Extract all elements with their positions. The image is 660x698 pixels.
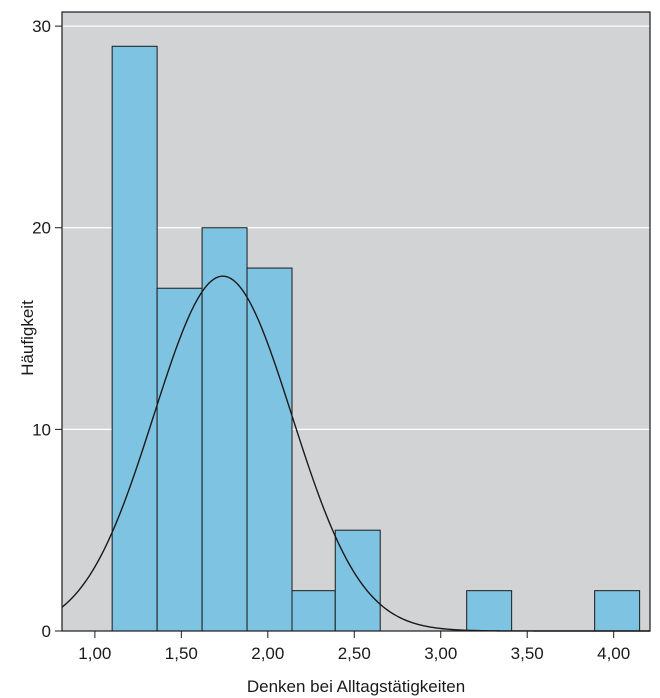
x-tick-label: 1,50	[165, 644, 198, 663]
x-tick-label: 2,50	[338, 644, 371, 663]
histogram-bar	[291, 590, 336, 632]
x-tick-label: 2,00	[251, 644, 284, 663]
y-tick-label: 30	[32, 17, 51, 36]
x-tick-label: 4,00	[597, 644, 630, 663]
x-tick-label: 3,50	[511, 644, 544, 663]
y-tick-label: 10	[32, 420, 51, 439]
y-tick-label: 0	[42, 622, 51, 641]
x-tick-label: 3,00	[424, 644, 457, 663]
histogram-bars	[111, 45, 641, 632]
y-axis-ticks: 0 10 20 30	[32, 17, 62, 641]
histogram-bar	[334, 529, 381, 632]
histogram-bar	[246, 267, 293, 632]
x-tick-label: 1,00	[78, 644, 111, 663]
x-axis-title: Denken bei Alltagstätigkeiten	[247, 677, 465, 696]
y-axis-title: Häufigkeit	[18, 300, 37, 376]
histogram-bar	[466, 590, 513, 632]
histogram-bar	[111, 45, 158, 632]
x-axis-ticks: 1,00 1,50 2,00 2,50 3,00 3,50 4,00	[78, 631, 630, 663]
y-tick-label: 20	[32, 219, 51, 238]
plot-frame	[61, 11, 651, 632]
histogram-bar	[594, 590, 641, 632]
